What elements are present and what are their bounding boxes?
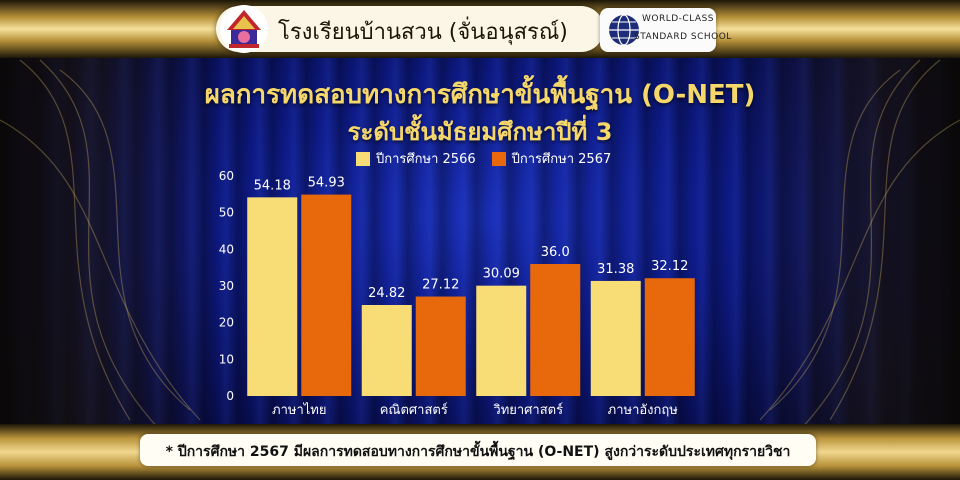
data-label: 31.38: [597, 262, 634, 277]
bar: [361, 304, 412, 396]
footer-note-pill: [140, 434, 816, 466]
left-side-shade: [0, 0, 220, 480]
legend-item-2566: ปีการศึกษา 2566: [356, 148, 476, 169]
x-tick-label: ภาษาอังกฤษ: [608, 403, 679, 418]
footer-note: * ปีการศึกษา 2567 มีผลการทดสอบทางการศึกษ…: [165, 444, 791, 460]
x-tick-label: คณิตศาสตร์: [380, 402, 448, 418]
bar: [644, 278, 695, 396]
data-label: 54.18: [254, 178, 291, 193]
legend-swatch-2566: [356, 151, 370, 166]
data-label: 24.82: [368, 286, 405, 301]
school-name-pill: [216, 6, 604, 52]
badge-line-1: WORLD-CLASS: [642, 14, 715, 24]
data-label: 36.0: [541, 245, 570, 260]
legend-label-2566: ปีการศึกษา 2566: [376, 152, 476, 167]
legend-swatch-2567: [491, 151, 506, 166]
y-tick-label: 10: [219, 352, 234, 366]
y-tick-label: 40: [219, 242, 234, 256]
y-tick-label: 30: [219, 279, 234, 293]
school-name: โรงเรียนบ้านสวน (จั่นอนุสรณ์): [278, 20, 568, 45]
legend-label-2567: ปีการศึกษา 2567: [511, 152, 612, 167]
world-class-badge: [600, 8, 716, 52]
y-tick-label: 60: [219, 169, 234, 183]
data-label: 30.09: [483, 267, 520, 282]
x-tick-label: ภาษาไทย: [272, 402, 326, 418]
bar: [590, 280, 641, 396]
school-emblem-icon: [227, 10, 261, 48]
data-label: 54.93: [308, 176, 345, 191]
y-tick-label: 0: [226, 389, 234, 403]
bar: [415, 296, 466, 396]
bar: [530, 264, 581, 396]
globe-icon: [609, 14, 639, 46]
chart-legend: ปีการศึกษา 2566 ปีการศึกษา 2567: [356, 148, 611, 169]
chart-subtitle: ระดับชั้นมัธยมศึกษาปีที่ 3: [347, 118, 613, 146]
bar: [301, 194, 352, 396]
y-tick-label: 50: [219, 206, 234, 220]
right-side-shade: [740, 0, 960, 480]
data-label: 32.12: [651, 259, 688, 274]
y-tick-label: 20: [219, 316, 234, 330]
bar: [247, 197, 298, 396]
chart-title: ผลการทดสอบทางการศึกษาขั้นพื้นฐาน (O-NET): [204, 80, 756, 110]
legend-item-2567: ปีการศึกษา 2567: [491, 148, 612, 169]
bar: [476, 285, 527, 396]
badge-line-2: STANDARD SCHOOL: [634, 32, 732, 42]
data-label: 27.12: [422, 278, 459, 293]
x-tick-label: วิทยาศาสตร์: [493, 402, 563, 418]
school-logo: [220, 5, 268, 53]
